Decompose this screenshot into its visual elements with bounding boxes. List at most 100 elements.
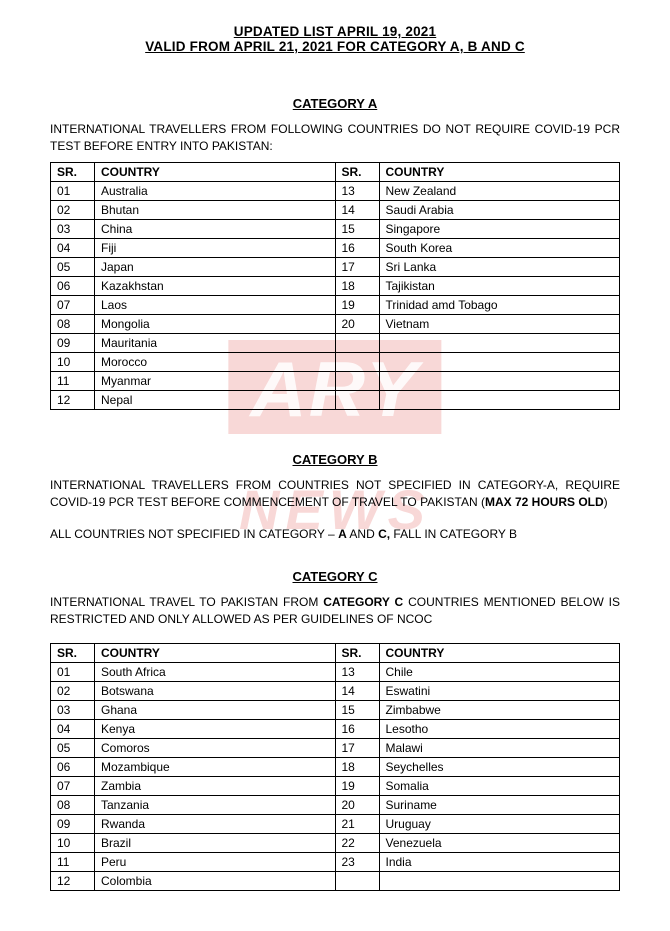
cell-sr: 10	[51, 833, 95, 852]
cell-sr: 08	[51, 314, 95, 333]
cell-sr: 20	[335, 795, 379, 814]
cell-country: China	[95, 219, 336, 238]
cell-sr: 14	[335, 200, 379, 219]
table-row: 12Nepal	[51, 390, 620, 409]
header-block: UPDATED LIST APRIL 19, 2021 VALID FROM A…	[50, 24, 620, 54]
cell-sr: 11	[51, 371, 95, 390]
table-row: 05Japan17Sri Lanka	[51, 257, 620, 276]
cell-sr: 09	[51, 814, 95, 833]
cat-c-title: CATEGORY C	[50, 569, 620, 584]
table-row: 01Australia13New Zealand	[51, 181, 620, 200]
table-row: 08Tanzania20Suriname	[51, 795, 620, 814]
cell-sr	[335, 333, 379, 352]
table-row: 02Bhutan14Saudi Arabia	[51, 200, 620, 219]
cell-sr	[335, 390, 379, 409]
cell-country: Malawi	[379, 738, 620, 757]
cell-sr: 08	[51, 795, 95, 814]
cell-country: Saudi Arabia	[379, 200, 620, 219]
cat-b-title: CATEGORY B	[50, 452, 620, 467]
table-row: 11Myanmar	[51, 371, 620, 390]
cell-country: Venezuela	[379, 833, 620, 852]
cell-country: South Africa	[95, 662, 336, 681]
text: AND	[347, 527, 378, 541]
cell-country: Chile	[379, 662, 620, 681]
cell-sr: 11	[51, 852, 95, 871]
col-country: COUNTRY	[95, 162, 336, 181]
cell-sr: 23	[335, 852, 379, 871]
cell-country: Singapore	[379, 219, 620, 238]
cell-country: Vietnam	[379, 314, 620, 333]
cell-country: Kazakhstan	[95, 276, 336, 295]
table-row: 03China15Singapore	[51, 219, 620, 238]
cell-country: Morocco	[95, 352, 336, 371]
cell-sr	[335, 371, 379, 390]
table-row: 03Ghana15Zimbabwe	[51, 700, 620, 719]
table-header-row: SR. COUNTRY SR. COUNTRY	[51, 162, 620, 181]
cell-country: Peru	[95, 852, 336, 871]
cat-a-desc: INTERNATIONAL TRAVELLERS FROM FOLLOWING …	[50, 121, 620, 156]
cell-sr: 18	[335, 757, 379, 776]
table-header-row: SR. COUNTRY SR. COUNTRY	[51, 643, 620, 662]
table-row: 12Colombia	[51, 871, 620, 890]
cell-country: Uruguay	[379, 814, 620, 833]
cell-sr: 06	[51, 757, 95, 776]
cell-sr: 18	[335, 276, 379, 295]
cell-sr: 15	[335, 700, 379, 719]
cell-country: Tajikistan	[379, 276, 620, 295]
table-row: 06Mozambique18Seychelles	[51, 757, 620, 776]
cell-sr: 01	[51, 662, 95, 681]
cell-sr: 15	[335, 219, 379, 238]
cell-country: Kenya	[95, 719, 336, 738]
cell-country: Rwanda	[95, 814, 336, 833]
table-row: 07Laos19Trinidad amd Tobago	[51, 295, 620, 314]
cell-sr: 10	[51, 352, 95, 371]
text: FALL IN CATEGORY B	[390, 527, 517, 541]
cell-sr: 14	[335, 681, 379, 700]
cell-country: Mozambique	[95, 757, 336, 776]
cell-country: Bhutan	[95, 200, 336, 219]
cell-sr: 22	[335, 833, 379, 852]
cell-country: Suriname	[379, 795, 620, 814]
cell-sr: 04	[51, 238, 95, 257]
table-row: 10Brazil22Venezuela	[51, 833, 620, 852]
col-sr: SR.	[51, 162, 95, 181]
col-sr: SR.	[51, 643, 95, 662]
cell-country: Lesotho	[379, 719, 620, 738]
cell-country: Mongolia	[95, 314, 336, 333]
cell-sr: 03	[51, 700, 95, 719]
cell-sr: 04	[51, 719, 95, 738]
cell-sr: 17	[335, 738, 379, 757]
cell-country	[379, 371, 620, 390]
cell-sr: 02	[51, 681, 95, 700]
cell-country: Colombia	[95, 871, 336, 890]
cell-sr: 06	[51, 276, 95, 295]
table-row: 04Fiji16South Korea	[51, 238, 620, 257]
cell-country: Mauritania	[95, 333, 336, 352]
cell-sr: 07	[51, 295, 95, 314]
header-line-2: VALID FROM APRIL 21, 2021 FOR CATEGORY A…	[50, 39, 620, 54]
cat-b-p1: INTERNATIONAL TRAVELLERS FROM COUNTRIES …	[50, 477, 620, 512]
text: )	[604, 495, 608, 509]
text-bold: MAX 72 HOURS OLD	[485, 495, 604, 509]
cell-country: Botswana	[95, 681, 336, 700]
cell-sr: 17	[335, 257, 379, 276]
table-row: 06Kazakhstan18Tajikistan	[51, 276, 620, 295]
cell-country: Comoros	[95, 738, 336, 757]
cat-a-title: CATEGORY A	[50, 96, 620, 111]
cell-sr: 19	[335, 776, 379, 795]
cell-country	[379, 352, 620, 371]
table-row: 05Comoros17Malawi	[51, 738, 620, 757]
cell-country: Laos	[95, 295, 336, 314]
text: INTERNATIONAL TRAVEL TO PAKISTAN FROM	[50, 595, 323, 609]
table-row: 09Rwanda21Uruguay	[51, 814, 620, 833]
cell-country: Brazil	[95, 833, 336, 852]
cell-sr: 12	[51, 871, 95, 890]
cell-country: Tanzania	[95, 795, 336, 814]
cell-country: Japan	[95, 257, 336, 276]
cell-country: Australia	[95, 181, 336, 200]
table-row: 07Zambia19Somalia	[51, 776, 620, 795]
cell-country	[379, 390, 620, 409]
cell-sr	[335, 871, 379, 890]
col-country: COUNTRY	[379, 643, 620, 662]
cell-country: Sri Lanka	[379, 257, 620, 276]
